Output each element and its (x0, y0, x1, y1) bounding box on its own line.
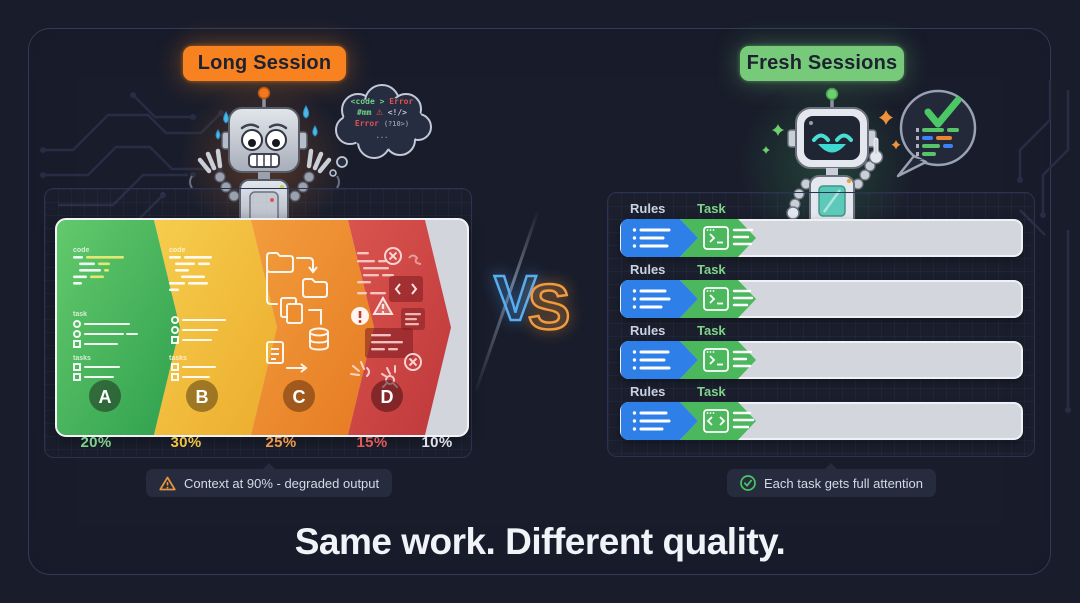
context-degradation-funnel: code task tasks (55, 218, 469, 437)
task-row (620, 341, 1023, 379)
list-icon (639, 411, 671, 431)
close-tag-text: <!/> (387, 108, 407, 117)
svg-text:D: D (381, 387, 394, 407)
svg-text:tasks: tasks (169, 355, 187, 362)
task-label: Task (697, 201, 726, 216)
segment-letters: A B C D (89, 380, 403, 412)
segment-c-decoration (266, 252, 329, 373)
svg-text:task: task (73, 311, 87, 318)
percent-label-c: 25% (265, 434, 297, 451)
terminal-icon (703, 287, 729, 311)
task-segment (680, 341, 756, 379)
terminal-icon (703, 226, 729, 250)
code-panel-icon (389, 276, 423, 302)
task-row (620, 280, 1023, 318)
fresh-sessions-label: Fresh Sessions (746, 52, 898, 74)
fresh-sessions-badge: Fresh Sessions (740, 46, 904, 81)
code-tag-text: <code > (350, 97, 385, 106)
vs-letter-s: S (526, 271, 571, 343)
segment-b-decoration: code tasks (169, 247, 226, 381)
list-bullets (632, 350, 637, 370)
list-icon (639, 228, 671, 248)
left-caption-pill: Context at 90% - degraded output (146, 463, 393, 497)
list-bullets (632, 289, 637, 309)
task-lines-icon (732, 289, 754, 307)
dots-text: ... (375, 132, 389, 140)
misc-code-text: (?10>) (383, 120, 410, 128)
task-row (620, 219, 1023, 257)
database-icon (309, 327, 329, 351)
list-bullets (632, 411, 637, 431)
segment-d-decoration (350, 247, 425, 388)
footer-title: Same work. Different quality. (294, 521, 786, 562)
task-label: Task (697, 384, 726, 399)
hash-tag-text: #mm (357, 108, 372, 117)
percent-label-d: 15% (356, 434, 388, 451)
rules-label: Rules (630, 201, 666, 216)
percent-label-rest: 10% (421, 434, 453, 451)
terminal-icon (703, 348, 729, 372)
warning-triangle-icon: ⚠ (376, 105, 383, 118)
warning-triangle-icon (372, 295, 394, 315)
funnel-segment-b (154, 220, 277, 435)
svg-text:code: code (73, 247, 89, 254)
list-icon (639, 289, 671, 309)
right-caption-text: Each task gets full attention (764, 475, 923, 491)
vs-letter-v: V (493, 262, 538, 334)
vs-text: VS (493, 265, 575, 341)
task-lines-icon (732, 350, 753, 368)
error-x-icon (384, 247, 402, 265)
percent-label-b: 30% (170, 434, 202, 451)
funnel-segment-d (348, 220, 451, 435)
error-x-icon (404, 353, 422, 371)
rules-label: Rules (630, 384, 666, 399)
folder-icon (266, 252, 294, 273)
rules-label: Rules (630, 323, 666, 338)
list-bullets (632, 228, 637, 248)
outer-frame (28, 28, 1051, 575)
long-session-label: Long Session (197, 52, 332, 74)
right-caption-pill: Each task gets full attention (727, 463, 936, 497)
svg-text:A: A (99, 387, 112, 407)
task-lines-icon (732, 228, 754, 246)
funnel-segment-c (251, 220, 374, 435)
warning-triangle-icon (159, 476, 176, 490)
task-row (620, 402, 1023, 440)
task-lines-icon (732, 411, 755, 429)
task-segment (680, 219, 756, 257)
check-circle-icon (740, 475, 756, 491)
document-icon (266, 341, 284, 364)
task-segment (680, 402, 756, 440)
task-label: Task (697, 323, 726, 338)
svg-text:code: code (169, 247, 185, 254)
error-text-1: Error (389, 97, 414, 106)
error-text-2: Error (354, 119, 379, 128)
long-session-badge: Long Session (183, 46, 346, 81)
left-caption-text: Context at 90% - degraded output (184, 475, 380, 491)
segment-a-decoration: code task tasks (73, 247, 138, 381)
list-icon (639, 350, 671, 370)
task-segment (680, 280, 756, 318)
svg-text:C: C (293, 387, 306, 407)
thought-bubble-content: <code > Error #mm ⚠ <!/> Error (?10>) ..… (341, 96, 423, 142)
folder-icon (302, 278, 328, 298)
svg-text:B: B (196, 387, 209, 407)
code-window-icon (703, 409, 729, 433)
exclamation-circle-icon (351, 307, 369, 325)
rules-label: Rules (630, 262, 666, 277)
funnel-segment-a (57, 220, 180, 435)
svg-text:tasks: tasks (73, 355, 91, 362)
task-label: Task (697, 262, 726, 277)
percent-label-a: 20% (80, 434, 112, 451)
